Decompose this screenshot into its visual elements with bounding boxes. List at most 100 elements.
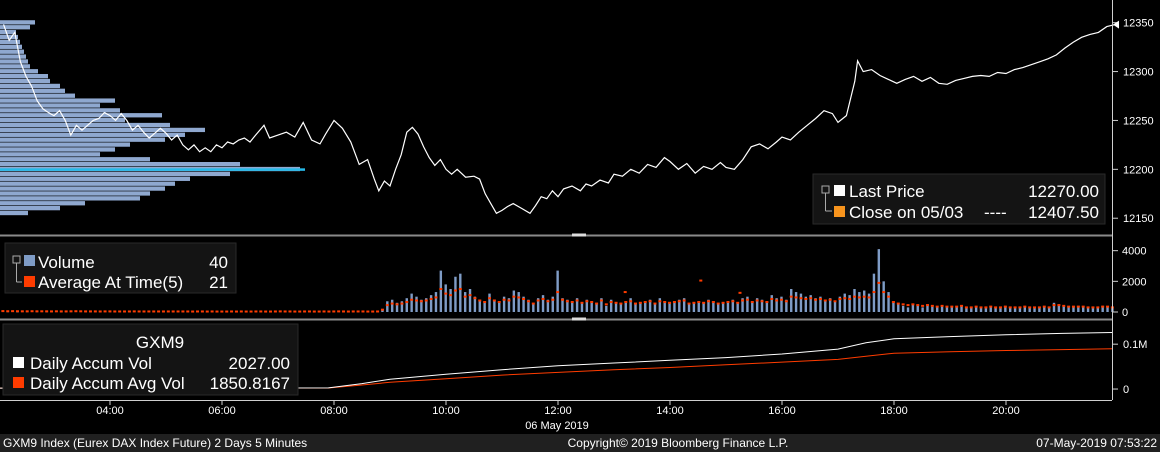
- daily-accum-swatch: [13, 357, 24, 368]
- volume-bar: [1013, 308, 1017, 312]
- average-marker: [750, 301, 754, 304]
- average-marker: [98, 310, 102, 313]
- average-marker: [731, 300, 735, 303]
- average-marker: [244, 310, 248, 313]
- volume-bar: [605, 305, 608, 312]
- average-marker: [906, 304, 910, 307]
- average-marker: [1028, 306, 1032, 309]
- average-marker: [1003, 305, 1007, 308]
- accum-volume-panel: 0 0.1M: [0, 332, 1147, 396]
- volume-bar: [1009, 307, 1012, 312]
- volume-bar: [551, 296, 554, 312]
- volume-bar: [1033, 308, 1036, 312]
- volume-bar: [429, 295, 433, 312]
- average-marker: [278, 310, 282, 313]
- profile-bar: [0, 118, 125, 123]
- volume-bar: [585, 299, 589, 312]
- average-marker: [682, 299, 686, 302]
- volume-bars: [1, 249, 1114, 313]
- average-markers: [1, 279, 1114, 313]
- volume-bar: [624, 301, 627, 312]
- close-label: Close on 05/03: [849, 203, 963, 222]
- average-marker: [736, 301, 740, 304]
- average-marker: [429, 297, 433, 300]
- volume-bar: [444, 284, 447, 312]
- average-marker: [570, 301, 574, 304]
- average-label: Average At Time(5): [38, 273, 183, 292]
- average-marker: [337, 310, 341, 313]
- volume-bar: [931, 306, 934, 312]
- volume-bar: [580, 302, 584, 312]
- average-marker: [590, 301, 594, 304]
- average-marker: [716, 302, 720, 305]
- volume-bar: [721, 302, 725, 312]
- average-marker: [848, 297, 852, 300]
- average-marker: [293, 310, 297, 313]
- average-marker: [1062, 304, 1066, 307]
- average-marker: [35, 310, 39, 313]
- average-marker: [882, 291, 886, 294]
- average-marker: [1013, 306, 1017, 309]
- volume-bar: [658, 298, 662, 312]
- average-marker: [1008, 306, 1012, 309]
- average-marker: [371, 310, 375, 313]
- volume-bar: [390, 299, 394, 312]
- average-marker: [648, 300, 652, 303]
- average-marker: [79, 310, 83, 313]
- average-marker: [551, 298, 555, 301]
- price-tick-label: 12250: [1123, 115, 1154, 127]
- volume-bar: [877, 249, 881, 312]
- volume-bar: [794, 292, 798, 312]
- volume-bar: [863, 290, 866, 312]
- profile-bar: [0, 93, 75, 98]
- accum-legend-box: [2, 323, 299, 396]
- average-marker: [809, 297, 813, 300]
- average-marker: [1033, 306, 1037, 309]
- average-marker: [526, 300, 530, 303]
- average-marker: [862, 295, 866, 298]
- average-marker: [877, 281, 881, 284]
- volume-bar: [498, 301, 501, 312]
- volume-bar: [595, 304, 598, 312]
- volume-bar: [999, 308, 1002, 312]
- average-marker: [1067, 305, 1071, 308]
- volume-bar: [712, 301, 715, 312]
- profile-bar: [0, 49, 24, 54]
- average-marker: [113, 310, 117, 313]
- average-marker: [478, 299, 482, 302]
- time-tick-label: 04:00: [96, 405, 124, 417]
- average-marker: [857, 296, 861, 299]
- average-marker: [672, 301, 676, 304]
- average-marker: [196, 310, 200, 313]
- volume-bar: [692, 302, 696, 312]
- average-marker: [191, 310, 195, 313]
- average-marker: [468, 294, 472, 297]
- average-marker: [522, 297, 526, 300]
- volume-bar: [1082, 306, 1085, 312]
- average-marker: [273, 310, 277, 313]
- profile-bar: [0, 142, 130, 147]
- time-tick-label: 06:00: [208, 405, 236, 417]
- volume-bar: [648, 299, 652, 312]
- volume-bar: [483, 302, 486, 312]
- average-marker: [1057, 304, 1061, 307]
- volume-bar: [420, 299, 423, 312]
- average-marker: [697, 301, 701, 304]
- profile-bar: [0, 147, 115, 152]
- average-marker: [230, 310, 234, 313]
- profile-bar: [0, 191, 150, 196]
- average-marker: [887, 295, 891, 298]
- profile-bar: [0, 103, 100, 108]
- profile-bar: [0, 44, 22, 49]
- average-marker: [147, 310, 151, 313]
- volume-bar: [760, 299, 764, 312]
- average-marker: [1091, 306, 1095, 309]
- profile-bar: [0, 201, 85, 206]
- average-marker: [867, 296, 871, 299]
- volume-bar: [804, 296, 808, 312]
- volume-bar: [892, 302, 895, 312]
- daily-accum-value: 2027.00: [229, 354, 290, 373]
- average-marker: [88, 310, 92, 313]
- average-marker: [702, 301, 706, 304]
- volume-bar: [1106, 306, 1109, 312]
